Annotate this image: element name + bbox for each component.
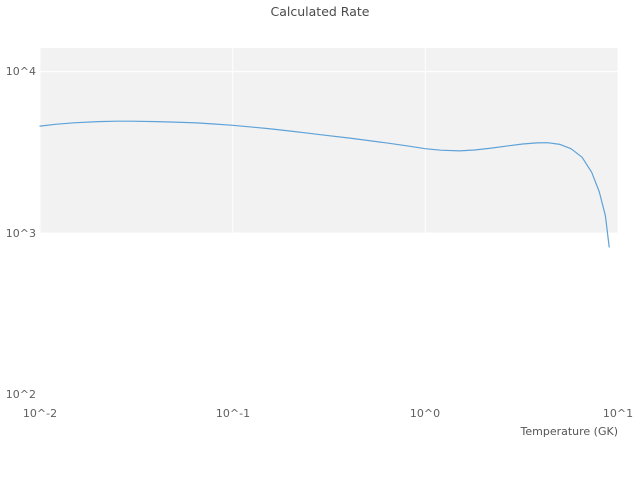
- x-axis-label: Temperature (GK): [520, 425, 619, 438]
- xtick-label-1e-1: 10^-1: [215, 407, 251, 420]
- xtick-label-1e-2: 10^-2: [22, 407, 58, 420]
- gridlines: [39, 48, 619, 402]
- ytick-label-1e3: 10^3: [5, 227, 36, 240]
- shaded-band: [40, 48, 618, 234]
- chart-title: Calculated Rate: [270, 4, 370, 19]
- xtick-label-1e1: 10^1: [602, 407, 634, 420]
- ytick-label-1e4: 10^4: [5, 65, 36, 78]
- xtick-label-1e0: 10^0: [409, 407, 441, 420]
- ytick-label-1e2: 10^2: [5, 388, 36, 401]
- rate-line-series: [39, 120, 610, 248]
